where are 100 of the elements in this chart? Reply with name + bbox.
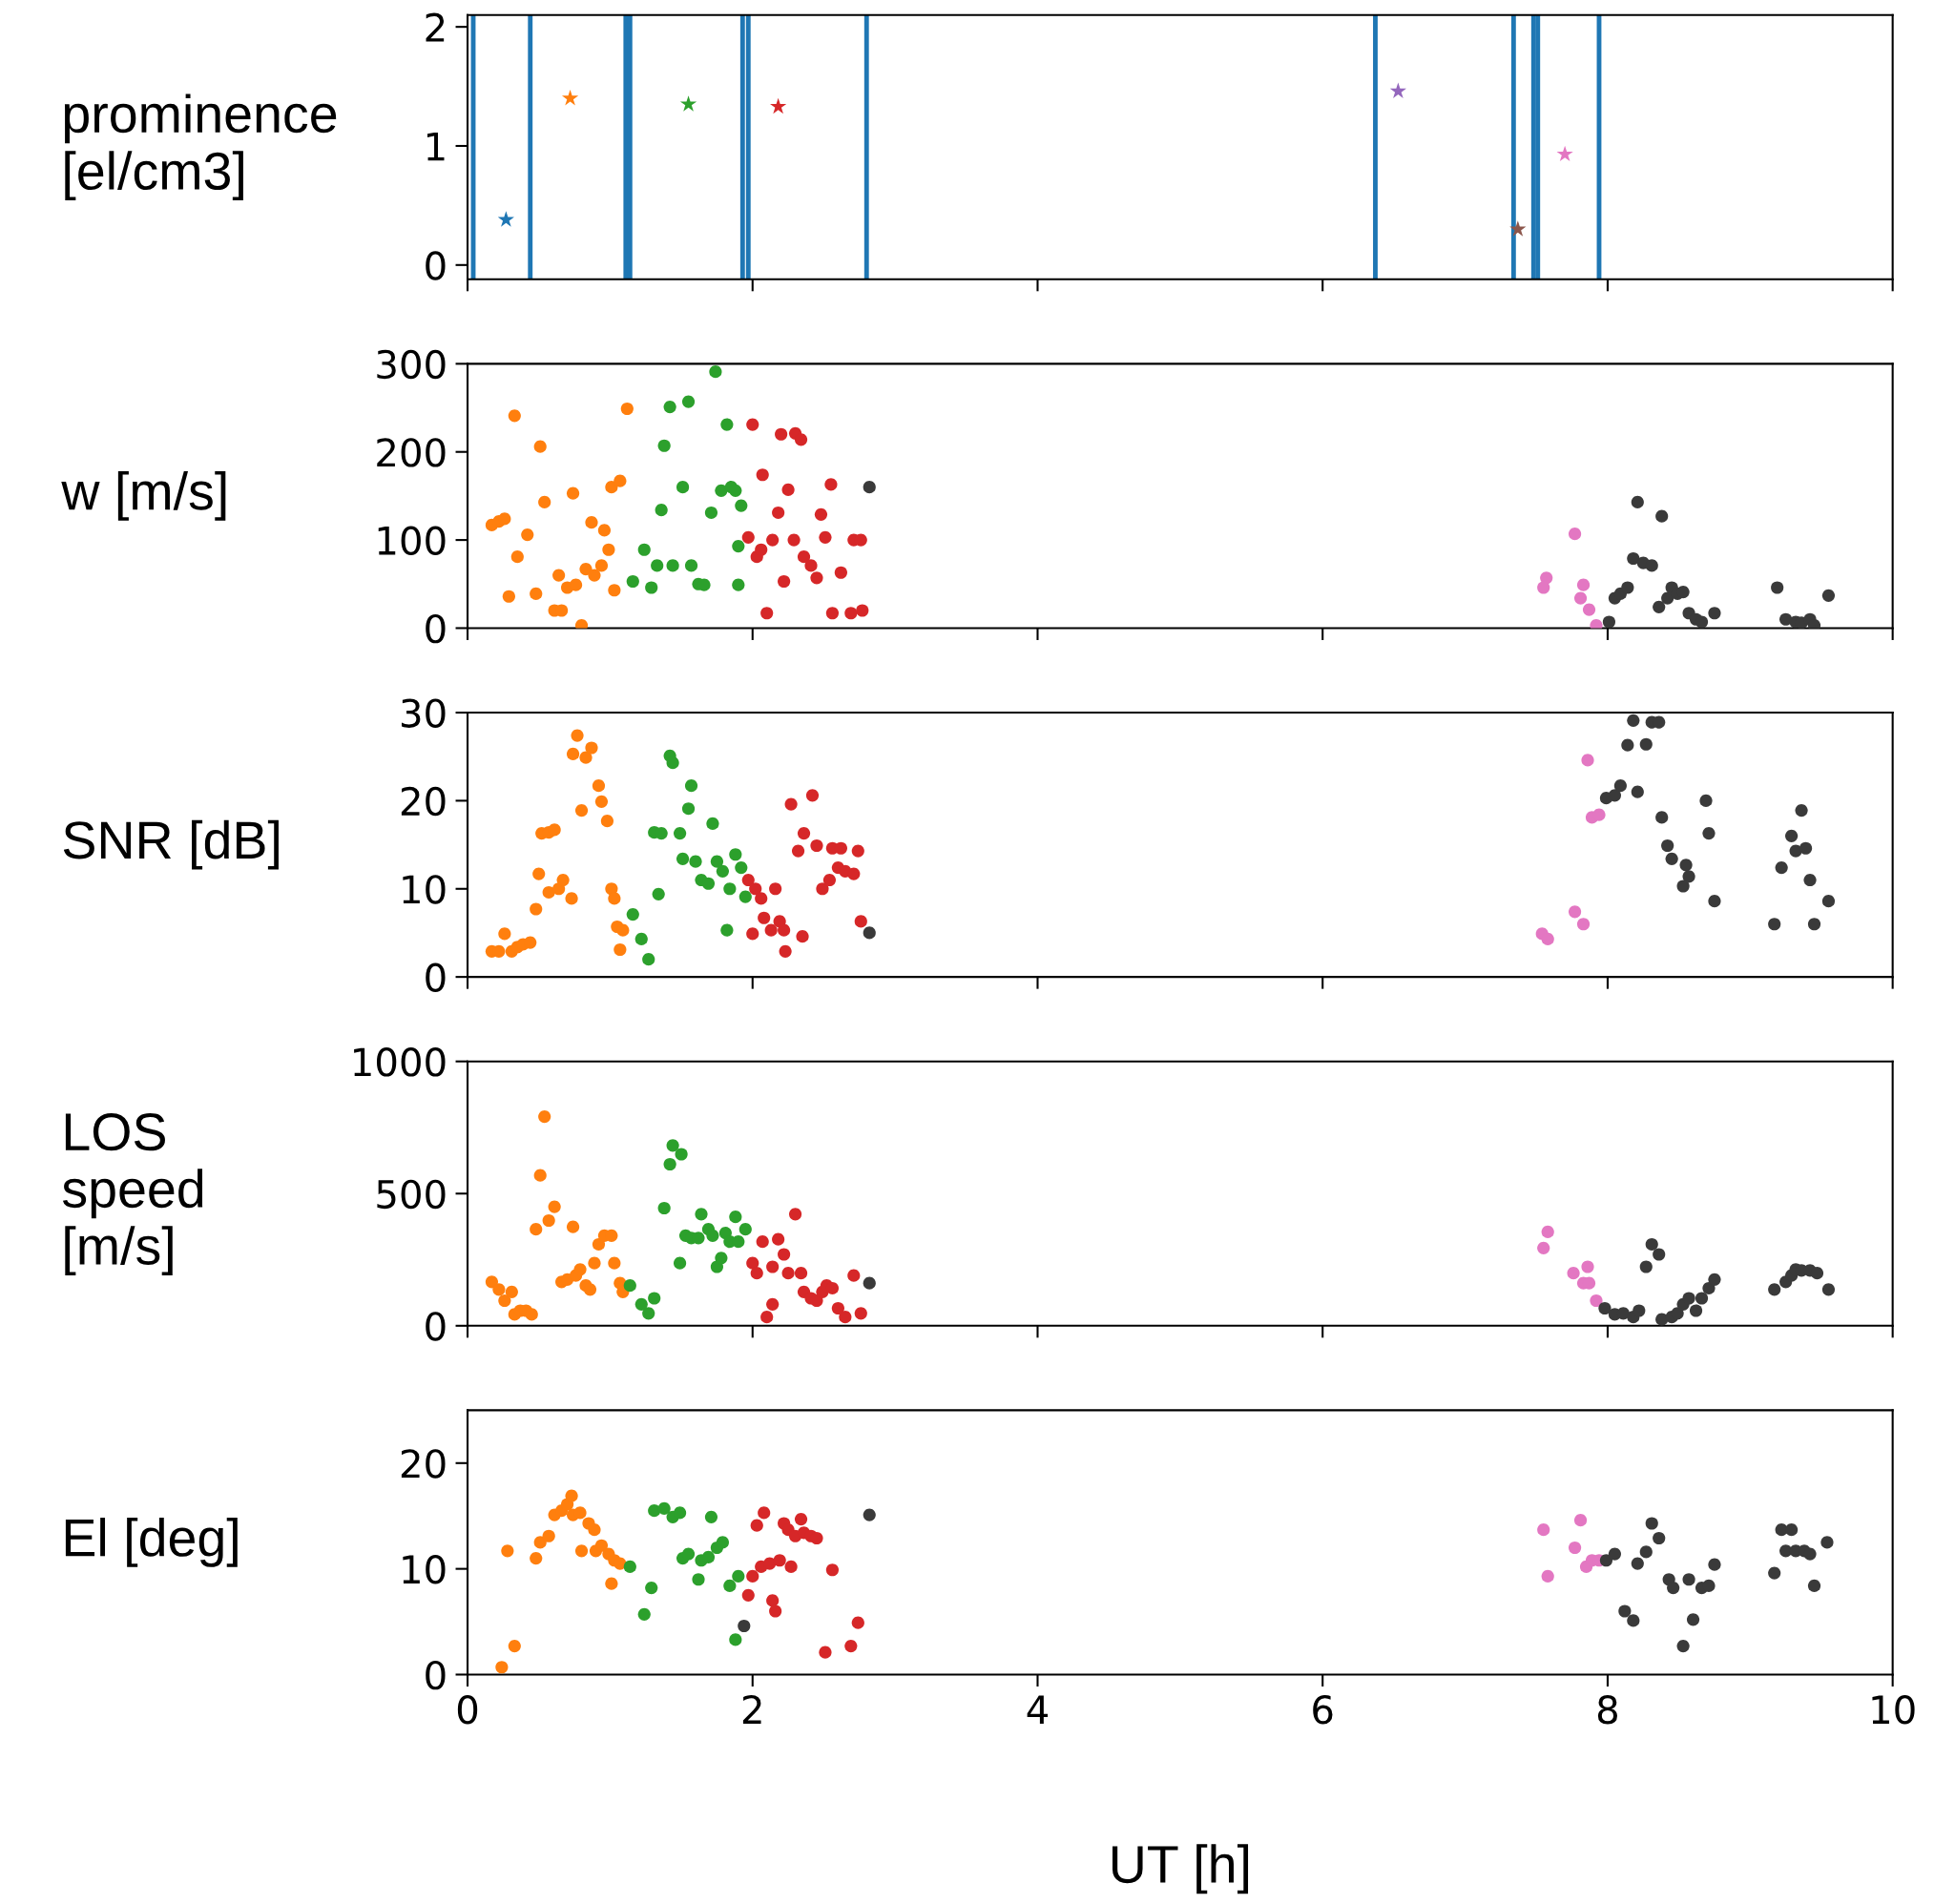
point (637, 1607, 651, 1621)
point (556, 873, 570, 887)
point (542, 1529, 555, 1542)
y-tick-label: 2 (426, 12, 445, 42)
point (592, 779, 606, 793)
point (530, 587, 543, 601)
point (1702, 1579, 1716, 1592)
point (704, 1510, 718, 1523)
point (834, 566, 847, 579)
point (732, 1235, 745, 1249)
y-tick-label: 20 (401, 786, 446, 817)
x-axis-title: UT [h] (1113, 1844, 1249, 1894)
point (1599, 1554, 1613, 1567)
point (634, 1297, 648, 1311)
y-tick-label: 0 (426, 251, 446, 280)
point (746, 1569, 759, 1583)
point (735, 499, 748, 512)
point (542, 885, 555, 900)
point (561, 90, 579, 106)
point (763, 1557, 777, 1570)
y-axis-title: LOS speed [m/s] (62, 1112, 203, 1275)
point (692, 1573, 705, 1586)
point (1699, 794, 1713, 807)
point (805, 789, 820, 802)
point (655, 826, 668, 840)
point (1821, 589, 1836, 602)
point (1581, 1260, 1594, 1273)
y-tick-label: 0 (426, 613, 446, 644)
point (1682, 870, 1695, 883)
point (676, 852, 690, 865)
point (485, 1275, 499, 1289)
point (810, 838, 823, 853)
point (741, 1588, 755, 1602)
point (1537, 1241, 1550, 1254)
y-tick-label: 100 (378, 526, 446, 555)
point (732, 539, 745, 553)
point (492, 1283, 506, 1296)
point (594, 1539, 609, 1552)
point (1803, 1547, 1817, 1561)
point (542, 1213, 555, 1228)
point (695, 1208, 708, 1221)
point (1785, 829, 1799, 842)
point (552, 569, 566, 582)
point (716, 864, 729, 878)
point (642, 953, 655, 966)
point (1655, 509, 1669, 523)
x-tick-label: 0 (457, 1695, 478, 1725)
point (825, 607, 839, 620)
point (794, 433, 808, 446)
point (854, 1307, 867, 1320)
point (508, 409, 521, 423)
point (533, 440, 547, 453)
point (1810, 1267, 1824, 1280)
point (605, 481, 618, 494)
point (1676, 1639, 1690, 1653)
point (1639, 1260, 1653, 1273)
point (614, 942, 627, 957)
point (1631, 785, 1644, 798)
y-tick-label: 1 (427, 132, 445, 161)
y-tick-label: 200 (377, 438, 446, 467)
point (741, 530, 755, 544)
point (626, 574, 639, 589)
x-tick-label: 2 (742, 1695, 761, 1724)
point (1768, 1566, 1781, 1580)
point (645, 1582, 658, 1595)
point (614, 1557, 627, 1570)
point (1627, 1614, 1640, 1627)
point (851, 1616, 864, 1629)
point (684, 559, 698, 572)
point (1799, 841, 1813, 855)
point (732, 1569, 745, 1583)
point (676, 481, 690, 494)
point (766, 1260, 780, 1273)
point (583, 1283, 597, 1296)
point (1653, 600, 1666, 613)
point (597, 524, 612, 537)
point (706, 817, 719, 830)
point (741, 873, 755, 887)
point (634, 932, 648, 946)
point (566, 486, 580, 500)
point (605, 1577, 618, 1590)
point (804, 559, 818, 572)
point (772, 506, 785, 520)
point (701, 877, 716, 890)
point (810, 1293, 823, 1308)
point (781, 483, 795, 497)
point (508, 1639, 521, 1653)
point (1702, 826, 1716, 840)
point (750, 1267, 763, 1280)
point (746, 418, 759, 431)
point (594, 795, 609, 808)
point (1771, 581, 1784, 594)
point (548, 1200, 561, 1213)
point (555, 604, 569, 617)
point (1537, 581, 1550, 594)
y-tick-label: 1000 (354, 1047, 446, 1077)
y-tick-label: 20 (401, 1449, 446, 1479)
point (1779, 612, 1793, 626)
point (863, 926, 876, 940)
point (755, 892, 768, 905)
